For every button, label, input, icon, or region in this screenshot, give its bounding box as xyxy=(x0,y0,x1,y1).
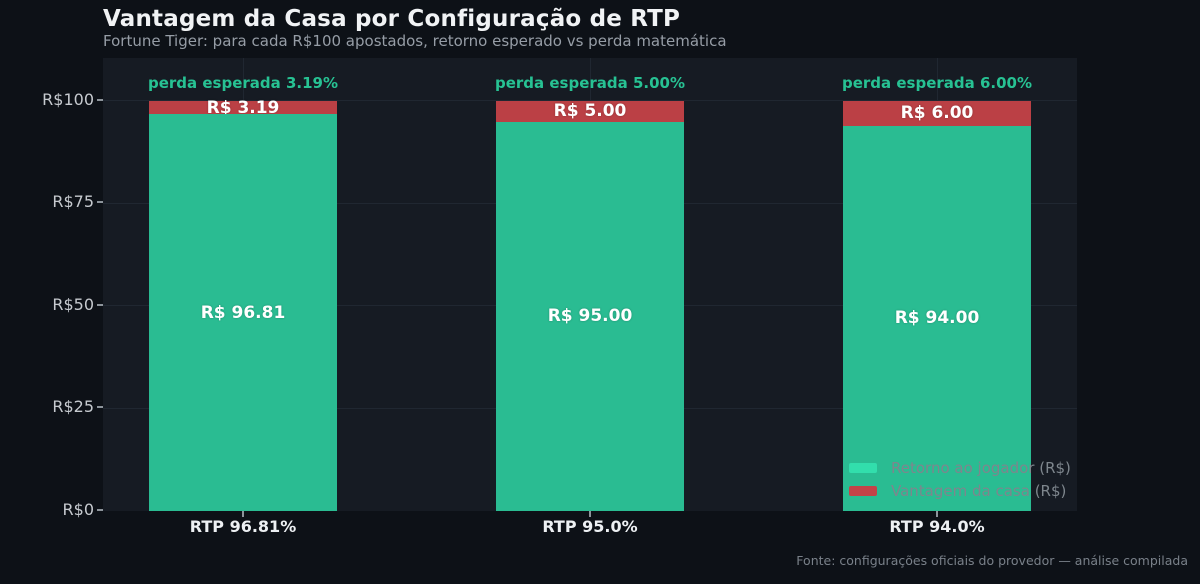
stacked-bar: R$ 6.00 R$ 94.00 xyxy=(843,101,1031,511)
player-return-segment: R$ 94.00 xyxy=(843,125,1031,511)
stacked-bar: R$ 3.19 R$ 96.81 xyxy=(149,98,337,511)
player-return-value-label: R$ 96.81 xyxy=(200,302,286,323)
x-tick-label: RTP 96.81% xyxy=(189,517,297,536)
player-return-value-label: R$ 94.00 xyxy=(894,308,980,329)
legend-item-house-edge: Vantagem da casa (R$) xyxy=(849,479,1071,502)
y-tick-mark xyxy=(97,406,103,408)
source-note: Fonte: configurações oficiais do provedo… xyxy=(796,553,1188,568)
y-tick-mark xyxy=(97,99,103,101)
legend: Retorno ao jogador (R$) Vantagem da casa… xyxy=(849,456,1071,502)
y-tick-mark xyxy=(97,201,103,203)
chart-title: Vantagem da Casa por Configuração de RTP xyxy=(103,6,681,32)
legend-item-player-return: Retorno ao jogador (R$) xyxy=(849,456,1071,479)
y-tick-label-100: R$100 xyxy=(42,90,94,109)
house-edge-value-label: R$ 3.19 xyxy=(206,97,280,118)
loss-annotation: perda esperada 6.00% xyxy=(841,74,1033,92)
legend-label: Vantagem da casa (R$) xyxy=(891,481,1067,500)
house-edge-segment: R$ 3.19 xyxy=(149,98,337,118)
x-tick-mark xyxy=(242,511,244,517)
legend-label: Retorno ao jogador (R$) xyxy=(891,458,1071,477)
y-tick-label-50: R$50 xyxy=(52,295,94,314)
y-tick-mark xyxy=(97,509,103,511)
red-swatch-icon xyxy=(849,485,877,496)
house-edge-value-label: R$ 6.00 xyxy=(900,103,974,124)
plot-area: perda esperada 3.19% perda esperada 5.00… xyxy=(103,58,1077,511)
chart-subtitle: Fortune Tiger: para cada R$100 apostados… xyxy=(103,32,727,50)
house-edge-value-label: R$ 5.00 xyxy=(553,101,627,122)
stacked-bar: R$ 5.00 R$ 95.00 xyxy=(496,101,684,511)
y-tick-label-0: R$0 xyxy=(62,500,94,519)
green-swatch-icon xyxy=(849,462,877,473)
player-return-value-label: R$ 95.00 xyxy=(547,306,633,327)
y-tick-label-25: R$25 xyxy=(52,397,94,416)
x-tick-mark xyxy=(589,511,591,517)
x-tick-label: RTP 95.0% xyxy=(542,517,638,536)
x-tick-mark xyxy=(936,511,938,517)
y-tick-mark xyxy=(97,304,103,306)
x-tick-label: RTP 94.0% xyxy=(889,517,985,536)
house-edge-segment: R$ 6.00 xyxy=(843,101,1031,126)
loss-annotation: perda esperada 3.19% xyxy=(147,74,339,92)
player-return-segment: R$ 95.00 xyxy=(496,121,684,511)
player-return-segment: R$ 96.81 xyxy=(149,114,337,511)
loss-annotation: perda esperada 5.00% xyxy=(494,74,686,92)
house-edge-segment: R$ 5.00 xyxy=(496,101,684,122)
y-tick-label-75: R$75 xyxy=(52,192,94,211)
